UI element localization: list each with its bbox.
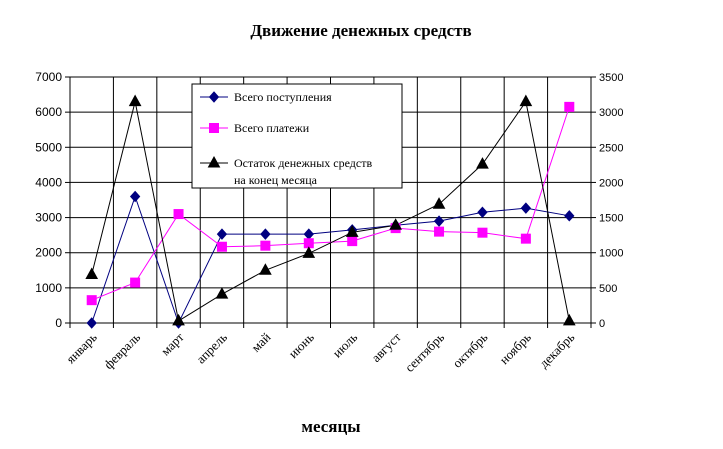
- left-tick-label: 5000: [35, 140, 62, 154]
- left-tick-label: 0: [55, 316, 62, 330]
- right-tick-label: 0: [599, 318, 605, 330]
- category-label: июнь: [285, 329, 317, 361]
- data-point-triangle: [302, 246, 316, 258]
- data-point-triangle: [519, 94, 533, 107]
- data-point-diamond: [208, 91, 220, 103]
- data-point-square: [86, 295, 97, 306]
- category-label: август: [368, 329, 404, 365]
- data-point-diamond: [129, 190, 141, 203]
- data-point-triangle: [476, 157, 489, 169]
- category-label: июль: [329, 329, 360, 360]
- left-tick-label: 2000: [35, 246, 62, 260]
- data-point-diamond: [520, 202, 532, 214]
- category-label: декабрь: [536, 329, 577, 370]
- left-tick-label: 3000: [35, 211, 62, 225]
- data-point-square: [216, 241, 227, 252]
- right-tick-label: 2000: [599, 177, 623, 189]
- data-point-triangle: [85, 267, 99, 280]
- right-tick-label: 3000: [599, 107, 623, 119]
- right-tick-label: 2500: [599, 142, 623, 154]
- left-tick-label: 1000: [35, 281, 62, 295]
- data-point-square: [347, 236, 358, 247]
- data-point-diamond: [303, 228, 314, 240]
- right-tick-label: 1500: [599, 213, 623, 225]
- left-tick-label: 7000: [35, 70, 62, 84]
- category-label: февраль: [101, 329, 144, 372]
- category-axis-labels: январь февраль март апрель май июнь июль август…: [63, 323, 592, 375]
- data-point-diamond: [216, 228, 228, 240]
- series-line: [91, 100, 570, 322]
- left-tick-label: 6000: [35, 105, 62, 119]
- data-point-triangle: [432, 197, 446, 209]
- data-point-square: [434, 226, 445, 237]
- series-markers: [85, 94, 576, 329]
- data-point-triangle: [207, 155, 221, 168]
- right-tick-label: 3500: [599, 72, 623, 84]
- data-point-diamond: [564, 210, 575, 222]
- data-point-triangle: [172, 313, 185, 326]
- legend: Всего поступления Всего платежи Остаток де…: [191, 83, 403, 189]
- left-tick-label: 4000: [35, 175, 62, 189]
- data-point-square: [477, 227, 488, 238]
- data-point-square: [209, 123, 219, 133]
- chart-title: Движение денежных средств: [250, 21, 471, 40]
- data-point-diamond: [433, 215, 445, 227]
- x-axis-title: месяцы: [301, 417, 360, 436]
- data-point-square: [173, 209, 184, 220]
- data-point-diamond: [86, 317, 97, 329]
- category-label: март: [158, 329, 187, 358]
- data-point-triangle: [215, 287, 229, 299]
- legend-label: Всего поступления: [234, 90, 332, 104]
- data-point-square: [303, 238, 314, 249]
- data-point-triangle: [128, 94, 142, 107]
- legend-label: на конец месяца: [234, 173, 318, 187]
- data-point-square: [260, 240, 271, 251]
- category-label: май: [248, 329, 273, 354]
- legend-label: Всего платежи: [234, 121, 310, 135]
- series-line: [91, 194, 570, 325]
- right-tick-label: 1000: [599, 248, 623, 260]
- left-axis-ticks: 0 1000 2000 3000 4000 5000 6000 7000: [35, 70, 70, 330]
- data-point-triangle: [562, 313, 576, 326]
- category-label: ноябрь: [496, 329, 534, 367]
- data-point-square: [564, 101, 575, 112]
- data-point-diamond: [260, 228, 271, 240]
- right-tick-label: 500: [599, 283, 617, 295]
- right-axis-ticks: 0 500 1000 1500 2000 2500 3000 3500: [591, 72, 623, 330]
- series-lines: [91, 100, 570, 325]
- category-label: апрель: [193, 329, 230, 366]
- category-label: сентябрь: [402, 329, 447, 374]
- series-line: [91, 106, 570, 301]
- legend-box: [191, 83, 403, 189]
- legend-label: Остаток денежных средств: [234, 156, 372, 170]
- data-point-square: [520, 233, 531, 244]
- data-point-diamond: [477, 206, 488, 219]
- data-point-square: [130, 277, 141, 288]
- data-point-triangle: [259, 263, 272, 275]
- category-label: январь: [63, 329, 100, 366]
- data-point-triangle: [345, 225, 359, 237]
- category-label: октябрь: [449, 329, 490, 370]
- data-point-triangle: [389, 218, 402, 230]
